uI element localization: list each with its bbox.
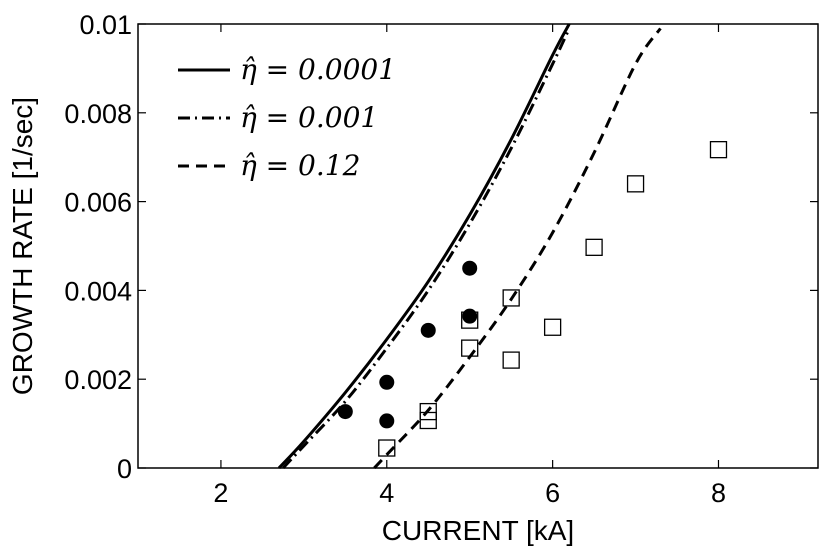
filled-circle-point xyxy=(379,413,395,429)
legend-label: η̂ = 0.12 xyxy=(240,149,360,182)
open-square-point xyxy=(709,141,728,159)
x-tick-label: 4 xyxy=(379,478,394,508)
curve-solid xyxy=(277,23,571,470)
series-curves xyxy=(277,23,662,470)
open-square-point xyxy=(461,339,479,357)
plot-frame xyxy=(137,23,819,469)
open-square-point xyxy=(543,318,562,336)
y-tick-label: 0.002 xyxy=(64,365,132,395)
open-square-point xyxy=(502,289,520,307)
filled-circle-point xyxy=(420,322,436,338)
x-axis-title: CURRENT [kA] xyxy=(382,515,574,546)
y-tick-label: 0.008 xyxy=(64,99,132,129)
open-square-point xyxy=(461,311,479,329)
legend: η̂ = 0.0001 η̂ = 0.001 η̂ = 0.12 xyxy=(178,53,396,182)
legend-label: η̂ = 0.001 xyxy=(240,101,378,134)
y-tick-label: 0.006 xyxy=(64,188,132,218)
open-square-point xyxy=(502,351,520,369)
open-square-point xyxy=(419,402,437,421)
filled-circle-point xyxy=(462,308,478,324)
y-tick-label: 0.01 xyxy=(79,10,132,40)
y-tick-label: 0.004 xyxy=(64,276,132,306)
filled-circle-point xyxy=(462,260,478,276)
x-tick-label: 6 xyxy=(545,478,560,508)
open-square-point xyxy=(626,175,645,193)
filled-circle-point xyxy=(379,374,395,390)
x-tick-label: 2 xyxy=(213,478,228,508)
open-square-point xyxy=(585,238,603,256)
open-square-point xyxy=(378,439,396,457)
y-tick-label: 0 xyxy=(117,454,132,484)
legend-label: η̂ = 0.0001 xyxy=(240,53,396,86)
y-axis-title: GROWTH RATE [1/sec] xyxy=(7,97,38,395)
filled-circle-point xyxy=(337,404,353,420)
axis-ticks: 2 4 6 8 0 0.002 0.004 0.006 0.008 0.01 xyxy=(64,10,818,508)
data-markers xyxy=(337,141,728,457)
open-square-point xyxy=(419,411,437,430)
curve-dashdot xyxy=(282,27,571,470)
curve-dashed xyxy=(373,27,662,470)
x-tick-label: 8 xyxy=(711,478,726,508)
